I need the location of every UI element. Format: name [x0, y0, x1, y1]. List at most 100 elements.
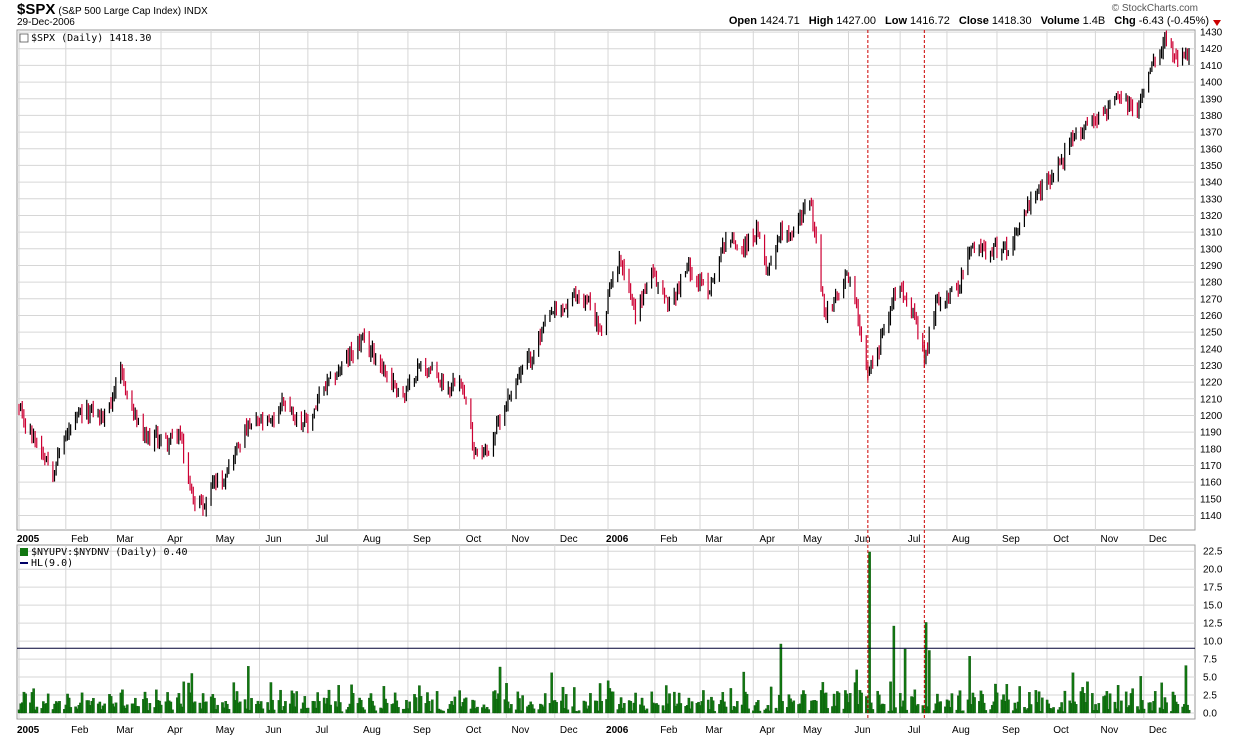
ratio-legend: $NYUPV:$NYDNV (Daily) 0.40 [31, 547, 188, 558]
ratio-bar [561, 686, 565, 714]
ratio-bar [611, 691, 615, 714]
ratio-bar [190, 673, 194, 714]
price-tick-label: 1340 [1200, 178, 1223, 189]
ratio-bar [758, 710, 762, 714]
ratio-bar [1091, 693, 1094, 714]
ratio-bar [745, 693, 749, 714]
ratio-bar [572, 687, 576, 714]
ratio-bar [995, 692, 999, 714]
x-tick-label: 2005 [17, 725, 40, 736]
ratio-bar [1108, 693, 1112, 714]
price-tick-label: 1140 [1200, 511, 1222, 522]
ratio-bar [216, 704, 219, 714]
ratio-bar [1131, 688, 1134, 714]
ratio-bar [169, 701, 173, 714]
ratio-bar [98, 701, 102, 714]
ratio-bar [213, 697, 216, 714]
ratio-bar [1063, 690, 1067, 714]
ratio-bar [498, 666, 502, 714]
close-value: 1418.30 [991, 15, 1032, 27]
ratio-bar [774, 707, 778, 714]
x-tick-label: Oct [1053, 725, 1069, 736]
ratio-bar [713, 711, 716, 714]
chart-header: $SPX (S&P 500 Large Cap Index) INDX 29-De… [0, 0, 1240, 30]
ratio-bar [623, 703, 626, 714]
ratio-tick-label: 17.5 [1203, 583, 1223, 594]
ratio-bar [1124, 691, 1128, 714]
x-tick-label: Dec [560, 725, 578, 736]
ratio-bar [898, 693, 902, 714]
price-tick-label: 1360 [1200, 144, 1223, 155]
ratio-bar [889, 681, 892, 714]
ohlc-readout: Open 1424.71 High 1427.00 Low 1416.72 Close… [728, 15, 1209, 27]
ratio-bar [916, 704, 920, 714]
ratio-bar [892, 625, 896, 714]
ratio-bar [464, 697, 468, 714]
ratio-bar [318, 701, 321, 714]
x-tick-label: Dec [1149, 725, 1167, 736]
ratio-bar [453, 696, 457, 714]
ratio-bar [442, 710, 445, 714]
ratio-bar [395, 700, 399, 714]
ratio-bar [865, 696, 868, 714]
ratio-legend-icon [20, 548, 28, 556]
ratio-bar [973, 697, 976, 714]
ratio-bar [476, 706, 479, 714]
ratio-bar [430, 699, 434, 714]
ratio-bar [668, 693, 671, 714]
ratio-bar [427, 701, 431, 714]
ratio-bar [435, 691, 439, 714]
ratio-bar [958, 690, 962, 714]
ratio-bar [1071, 672, 1075, 714]
ratio-bar [250, 697, 253, 714]
ratio-bar [868, 551, 871, 714]
ratio-bar [518, 698, 521, 714]
ratio-bar [521, 695, 524, 714]
x-tick-label: Jun [854, 725, 870, 736]
ratio-bar [543, 693, 547, 714]
ratio-bar [1086, 681, 1089, 714]
ratio-bar [792, 700, 796, 714]
ratio-bar [869, 702, 873, 714]
ratio-bar [405, 699, 408, 714]
ratio-bar [679, 703, 683, 714]
price-legend-icon [19, 33, 29, 43]
ratio-bar [103, 703, 106, 714]
ratio-bar [702, 690, 705, 714]
ratio-bar [1116, 685, 1120, 714]
x-tick-label: Dec [560, 534, 578, 545]
ratio-tick-label: 22.5 [1203, 547, 1223, 558]
price-tick-label: 1300 [1200, 244, 1223, 255]
ratio-bar [340, 711, 344, 714]
x-tick-label: Nov [511, 534, 529, 545]
ratio-bar [1013, 702, 1017, 714]
x-tick-label: Nov [1101, 725, 1119, 736]
brand-label[interactable]: © StockCharts.com [1111, 3, 1198, 14]
ratio-bar [924, 622, 928, 714]
ratio-bar [577, 710, 581, 714]
x-tick-label: Jun [265, 534, 281, 545]
ratio-bar [706, 699, 710, 714]
ratio-bar [664, 685, 668, 714]
ratio-bar [803, 693, 807, 714]
ticker-symbol: $SPX (S&P 500 Large Cap Index) INDX [17, 1, 208, 18]
ratio-bar [32, 688, 35, 714]
ratio-bar [125, 704, 129, 714]
x-tick-label: Nov [1101, 534, 1119, 545]
ratio-bar [724, 706, 728, 714]
ratio-bar [205, 701, 208, 714]
ratio-bar [232, 682, 236, 714]
ratio-bar [1113, 701, 1117, 714]
hl-legend: HL(9.0) [31, 558, 73, 569]
x-tick-label: Sep [413, 725, 431, 736]
ratio-bar [634, 692, 637, 714]
ratio-tick-label: 15.0 [1203, 601, 1223, 612]
x-tick-label: Oct [466, 534, 482, 545]
x-tick-label: Sep [1002, 534, 1020, 545]
ratio-bar [338, 702, 342, 714]
ratio-bar [92, 697, 95, 714]
ratio-bar [414, 697, 418, 714]
price-tick-label: 1170 [1200, 461, 1222, 472]
ratio-bar [968, 656, 971, 714]
